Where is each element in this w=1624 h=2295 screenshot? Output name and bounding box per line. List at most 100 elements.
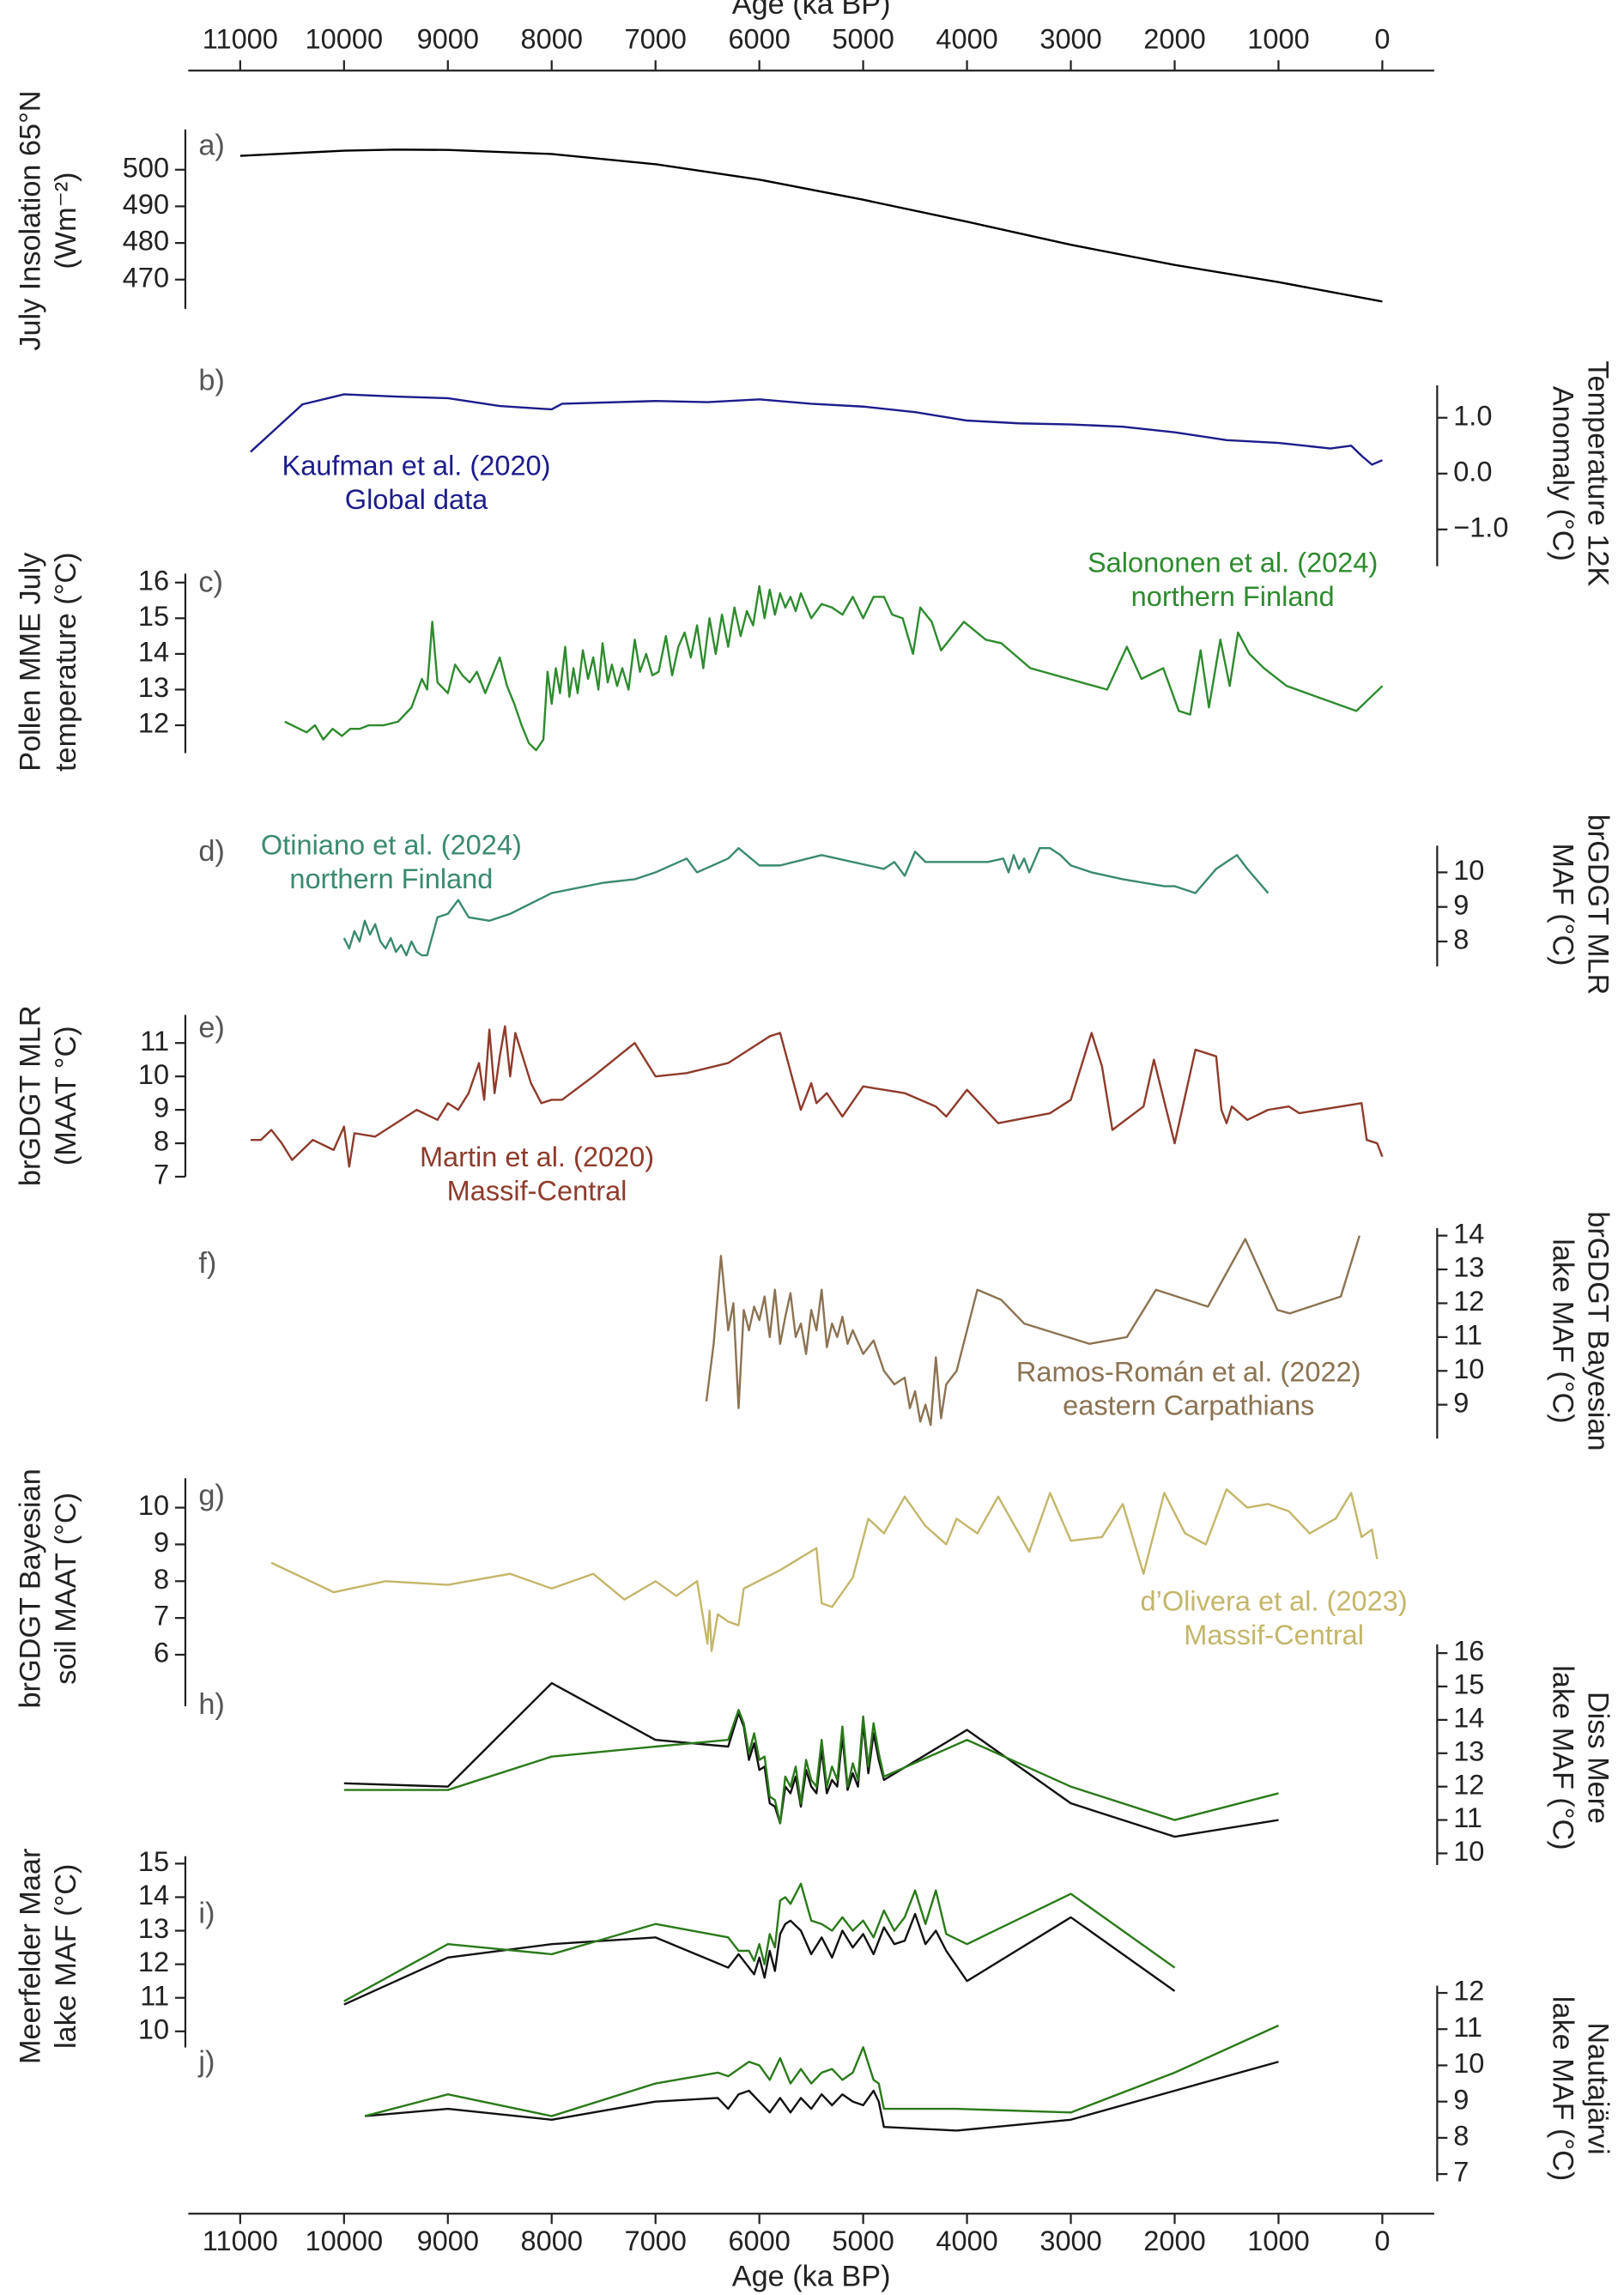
- data-line: [364, 2061, 1279, 2132]
- y-tick-label: 8: [1453, 924, 1469, 955]
- y-tick-label: 9: [1453, 2084, 1469, 2115]
- y-tick-label: 12: [1453, 1976, 1484, 2007]
- y-axis-label: Meerfelder Maar: [15, 1849, 47, 2064]
- data-line: [705, 1235, 1360, 1426]
- y-tick-label: 14: [1453, 1702, 1484, 1733]
- x-tick-label: 8000: [521, 2225, 583, 2256]
- x-tick-label: 2000: [1143, 24, 1205, 55]
- y-tick-label: 8: [154, 1564, 169, 1595]
- x-tick-label: 11000: [203, 24, 278, 55]
- panel-label: a): [198, 129, 224, 161]
- y-tick-label: 11: [140, 1026, 169, 1057]
- x-tick-label: 10000: [306, 24, 384, 55]
- data-line: [284, 584, 1384, 752]
- annotation: Martin et al. (2020): [420, 1141, 654, 1172]
- y-tick-label: 10: [1453, 855, 1484, 886]
- y-tick-label: 470: [123, 262, 169, 293]
- y-axis-label: brGDGT MLR: [15, 1005, 47, 1186]
- y-tick-label: 11: [1453, 2012, 1482, 2043]
- y-axis-label: lake MAF (°C): [50, 1864, 82, 2050]
- y-tick-label: 10: [138, 1490, 169, 1521]
- y-tick-label: 14: [138, 636, 169, 667]
- y-axis-label: soil MAAT (°C): [50, 1493, 82, 1685]
- y-tick-label: 16: [1453, 1636, 1484, 1667]
- data-line: [343, 1681, 1279, 1838]
- x-tick-label: 5000: [832, 24, 894, 55]
- y-tick-label: 10: [138, 1059, 169, 1090]
- x-tick-label: 6000: [728, 2225, 790, 2256]
- y-axis-label: Anomaly (°C): [1546, 386, 1579, 561]
- y-tick-label: 7: [154, 1601, 169, 1632]
- data-line: [364, 2024, 1279, 2117]
- y-tick-label: 9: [1453, 1387, 1469, 1418]
- panel-label: h): [198, 1688, 224, 1721]
- y-axis-label: lake MAF (°C): [1546, 1665, 1579, 1850]
- x-tick-label: 1000: [1247, 2225, 1309, 2256]
- y-tick-label: 8: [154, 1126, 169, 1157]
- y-tick-label: 10: [138, 2013, 169, 2044]
- annotation: Kaufman et al. (2020): [282, 451, 550, 481]
- x-tick-label: 6000: [728, 24, 790, 55]
- x-tick-label: 1000: [1247, 24, 1309, 55]
- y-axis-label: brGDGT MLR: [1581, 814, 1614, 996]
- data-line: [342, 847, 1270, 957]
- y-axis-label: lake MAF (°C): [1546, 1238, 1579, 1424]
- panel-label: c): [198, 566, 223, 598]
- y-tick-label: 13: [1453, 1735, 1484, 1766]
- y-tick-label: 11: [1453, 1802, 1482, 1833]
- y-tick-label: 490: [123, 189, 169, 220]
- y-tick-label: 12: [1453, 1286, 1484, 1317]
- y-tick-label: 7: [154, 1160, 169, 1190]
- y-tick-label: 500: [123, 152, 169, 183]
- x-tick-label: 7000: [624, 2225, 686, 2256]
- x-tick-label: 9000: [417, 2225, 479, 2256]
- annotation: eastern Carpathians: [1063, 1390, 1314, 1421]
- y-axis-label: (MAAT °C): [50, 1026, 82, 1166]
- y-tick-label: 10: [1453, 2048, 1484, 2079]
- annotation: Salononen et al. (2024): [1088, 548, 1378, 578]
- annotation: northern Finland: [1131, 581, 1335, 612]
- y-axis-label: temperature (°C): [50, 552, 82, 772]
- x-tick-label: 4000: [936, 24, 997, 55]
- y-tick-label: 7: [1453, 2157, 1469, 2188]
- data-line: [250, 1025, 1384, 1168]
- y-axis-label: brGDGT Bayesian: [15, 1468, 47, 1708]
- x-tick-label: 9000: [417, 24, 479, 55]
- y-axis-label: July Insolation 65°N: [15, 90, 47, 350]
- annotation: Ramos-Román et al. (2022): [1016, 1356, 1361, 1387]
- annotation: Massif-Central: [1184, 1620, 1364, 1650]
- y-tick-label: 6: [154, 1638, 169, 1668]
- y-axis-label: lake MAF (°C): [1546, 1996, 1579, 2182]
- y-tick-label: 13: [1453, 1252, 1484, 1283]
- annotation: Otiniano et al. (2024): [261, 830, 522, 861]
- data-line: [343, 1912, 1176, 2006]
- x-tick-label: 3000: [1039, 2225, 1101, 2256]
- x-tick-label: 10000: [306, 2225, 384, 2256]
- y-tick-label: 15: [138, 601, 169, 632]
- y-axis-label: brGDGT Bayesian: [1581, 1211, 1614, 1450]
- x-axis-label: Age (ka BP): [732, 2261, 891, 2293]
- x-tick-label: 0: [1374, 24, 1390, 55]
- panel-label: i): [198, 1897, 215, 1929]
- y-tick-label: 480: [123, 226, 169, 257]
- y-tick-label: 13: [138, 1913, 169, 1944]
- y-tick-label: 10: [1453, 1353, 1484, 1384]
- panel-label: g): [198, 1480, 224, 1512]
- annotation: Massif-Central: [447, 1175, 627, 1206]
- panel-label: b): [198, 365, 224, 397]
- annotation: northern Finland: [289, 863, 493, 894]
- data-line: [343, 1882, 1176, 2002]
- x-tick-label: 11000: [203, 2225, 278, 2256]
- y-tick-label: 9: [1453, 889, 1469, 920]
- x-tick-label: 2000: [1143, 2225, 1205, 2256]
- y-tick-label: 10: [1453, 1836, 1484, 1867]
- y-tick-label: 14: [1453, 1218, 1484, 1249]
- y-axis-label: Temperature 12K: [1581, 360, 1614, 586]
- y-axis-label: (Wm⁻²): [50, 172, 82, 269]
- y-axis-label: Pollen MME July: [15, 552, 47, 772]
- y-tick-label: 12: [138, 708, 169, 739]
- y-tick-label: 0.0: [1453, 456, 1492, 487]
- y-tick-label: 15: [1453, 1669, 1484, 1700]
